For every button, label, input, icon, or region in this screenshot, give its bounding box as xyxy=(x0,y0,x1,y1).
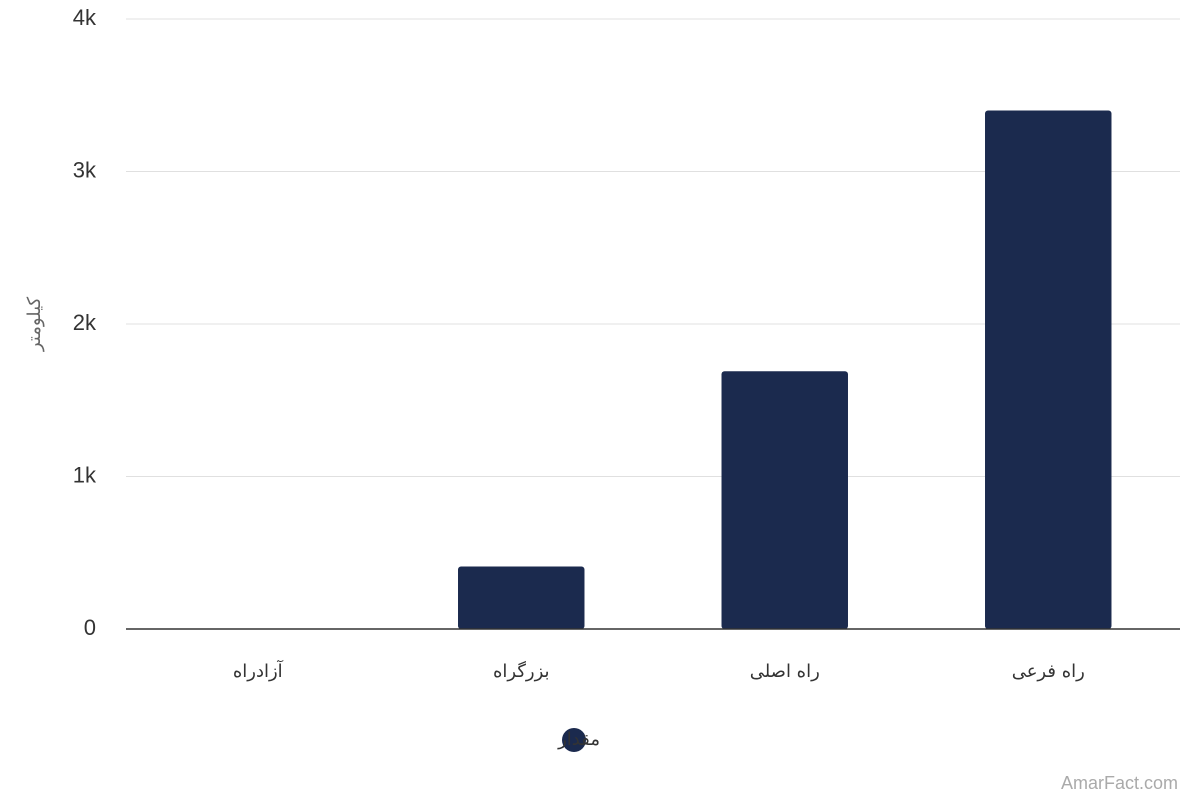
y-tick-label: 2k xyxy=(73,310,97,335)
bar xyxy=(458,566,585,629)
bar xyxy=(721,371,848,629)
y-tick-label: 1k xyxy=(73,462,97,487)
legend-marker xyxy=(562,728,586,752)
y-axis-label: کیلومتر xyxy=(24,296,45,352)
credit: AmarFact.com xyxy=(1061,773,1178,793)
legend-label: مقدار xyxy=(557,729,600,750)
bar xyxy=(985,110,1112,629)
x-tick-label: راه فرعی xyxy=(1012,661,1085,682)
x-tick-label: آزادراه xyxy=(233,659,284,682)
y-tick-label: 0 xyxy=(84,615,96,640)
x-tick-label: راه اصلی xyxy=(750,661,820,682)
x-tick-label: بزرگراه xyxy=(493,660,550,682)
y-tick-label: 4k xyxy=(73,5,97,30)
y-tick-label: 3k xyxy=(73,157,97,182)
